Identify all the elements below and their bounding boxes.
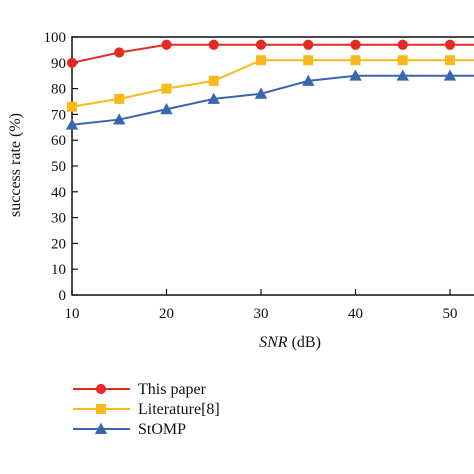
data-point [254,87,268,99]
legend-label: StOMP [138,421,186,438]
y-tick-label: 30 [51,211,66,227]
data-point [444,39,456,50]
x-tick-label: 50 [443,306,458,322]
series-0 [66,39,474,68]
series-line [71,59,474,108]
data-point [66,57,78,68]
data-point [161,83,172,94]
y-tick-label: 50 [51,159,66,175]
data-point [160,103,173,115]
y-axis-title: success rate (%) [7,113,24,217]
legend-item: This paper [73,381,207,398]
data-point [114,93,125,104]
legend-label: Literature[8] [138,401,220,418]
data-point [303,39,314,50]
y-tick-label: 70 [51,107,66,123]
legend-label: This paper [138,381,207,398]
series-1 [67,55,474,112]
y-tick-label: 10 [51,262,66,278]
x-axis-title: SNR (dB) [259,334,321,351]
legend-marker [94,422,108,434]
data-point [445,55,455,66]
x-axis-ticks: 10 20 30 40 50 [65,289,458,322]
data-point [397,39,408,50]
series-line [71,74,474,126]
y-tick-label: 0 [59,288,67,304]
series-line [71,43,474,64]
y-tick-label: 100 [44,30,67,46]
data-point [208,75,219,86]
legend: This paper Literature[8] StOMP [73,381,220,438]
data-point [67,101,77,112]
data-point [349,69,362,81]
x-tick-label: 10 [65,306,80,322]
data-point [302,74,315,86]
y-axis-ticks: 0 10 20 30 40 50 60 70 80 90 100 [44,30,78,304]
data-point [161,39,172,50]
x-tick-label: 30 [254,306,269,322]
y-tick-label: 90 [51,56,66,72]
legend-item: StOMP [73,421,186,438]
data-point [350,39,361,50]
data-point [255,39,267,50]
data-point [396,69,409,81]
x-tick-label: 20 [159,306,174,322]
y-tick-label: 20 [51,236,66,252]
legend-marker [95,383,107,395]
y-tick-label: 40 [51,185,66,201]
x-tick-label: 40 [348,306,363,322]
data-point [208,39,219,50]
legend-marker [96,404,106,414]
x-axis-title-italic: SNR [259,334,288,351]
data-point [113,113,126,125]
data-point [207,92,220,104]
data-point [114,47,125,58]
data-point [256,55,266,66]
y-tick-label: 60 [51,133,66,149]
data-point [397,55,408,66]
data-point [303,55,314,66]
data-point [350,55,361,66]
series-layer [65,39,474,130]
legend-item: Literature[8] [73,401,220,418]
series-2 [65,69,474,130]
data-point [443,69,457,81]
y-tick-label: 80 [51,82,66,98]
x-axis-title-unit: (dB) [288,334,321,351]
data-point [65,118,79,130]
